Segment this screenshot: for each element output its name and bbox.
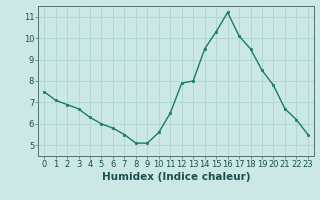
X-axis label: Humidex (Indice chaleur): Humidex (Indice chaleur) [102, 172, 250, 182]
